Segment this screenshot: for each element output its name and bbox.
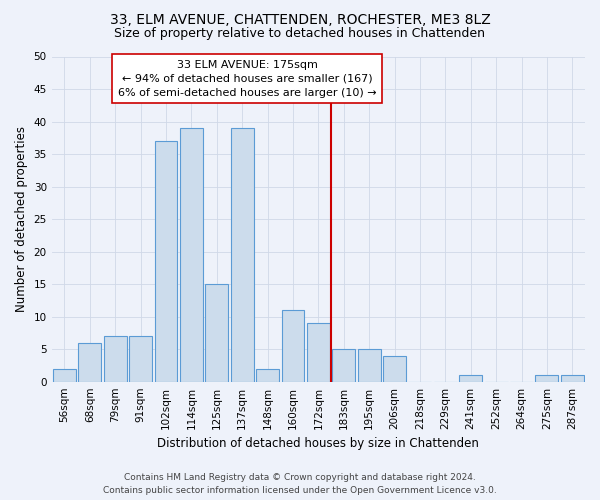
Text: Contains HM Land Registry data © Crown copyright and database right 2024.
Contai: Contains HM Land Registry data © Crown c… bbox=[103, 473, 497, 495]
Bar bbox=[459, 375, 482, 382]
Bar bbox=[358, 349, 380, 382]
Bar bbox=[129, 336, 152, 382]
Bar bbox=[307, 323, 330, 382]
X-axis label: Distribution of detached houses by size in Chattenden: Distribution of detached houses by size … bbox=[157, 437, 479, 450]
Bar bbox=[535, 375, 559, 382]
Y-axis label: Number of detached properties: Number of detached properties bbox=[15, 126, 28, 312]
Bar bbox=[561, 375, 584, 382]
Bar bbox=[256, 368, 279, 382]
Bar bbox=[180, 128, 203, 382]
Bar bbox=[383, 356, 406, 382]
Bar bbox=[332, 349, 355, 382]
Bar bbox=[231, 128, 254, 382]
Text: 33 ELM AVENUE: 175sqm
← 94% of detached houses are smaller (167)
6% of semi-deta: 33 ELM AVENUE: 175sqm ← 94% of detached … bbox=[118, 60, 377, 98]
Bar bbox=[205, 284, 228, 382]
Text: 33, ELM AVENUE, CHATTENDEN, ROCHESTER, ME3 8LZ: 33, ELM AVENUE, CHATTENDEN, ROCHESTER, M… bbox=[110, 12, 490, 26]
Bar bbox=[155, 141, 178, 382]
Text: Size of property relative to detached houses in Chattenden: Size of property relative to detached ho… bbox=[115, 28, 485, 40]
Bar bbox=[53, 368, 76, 382]
Bar bbox=[79, 342, 101, 382]
Bar bbox=[104, 336, 127, 382]
Bar bbox=[281, 310, 304, 382]
